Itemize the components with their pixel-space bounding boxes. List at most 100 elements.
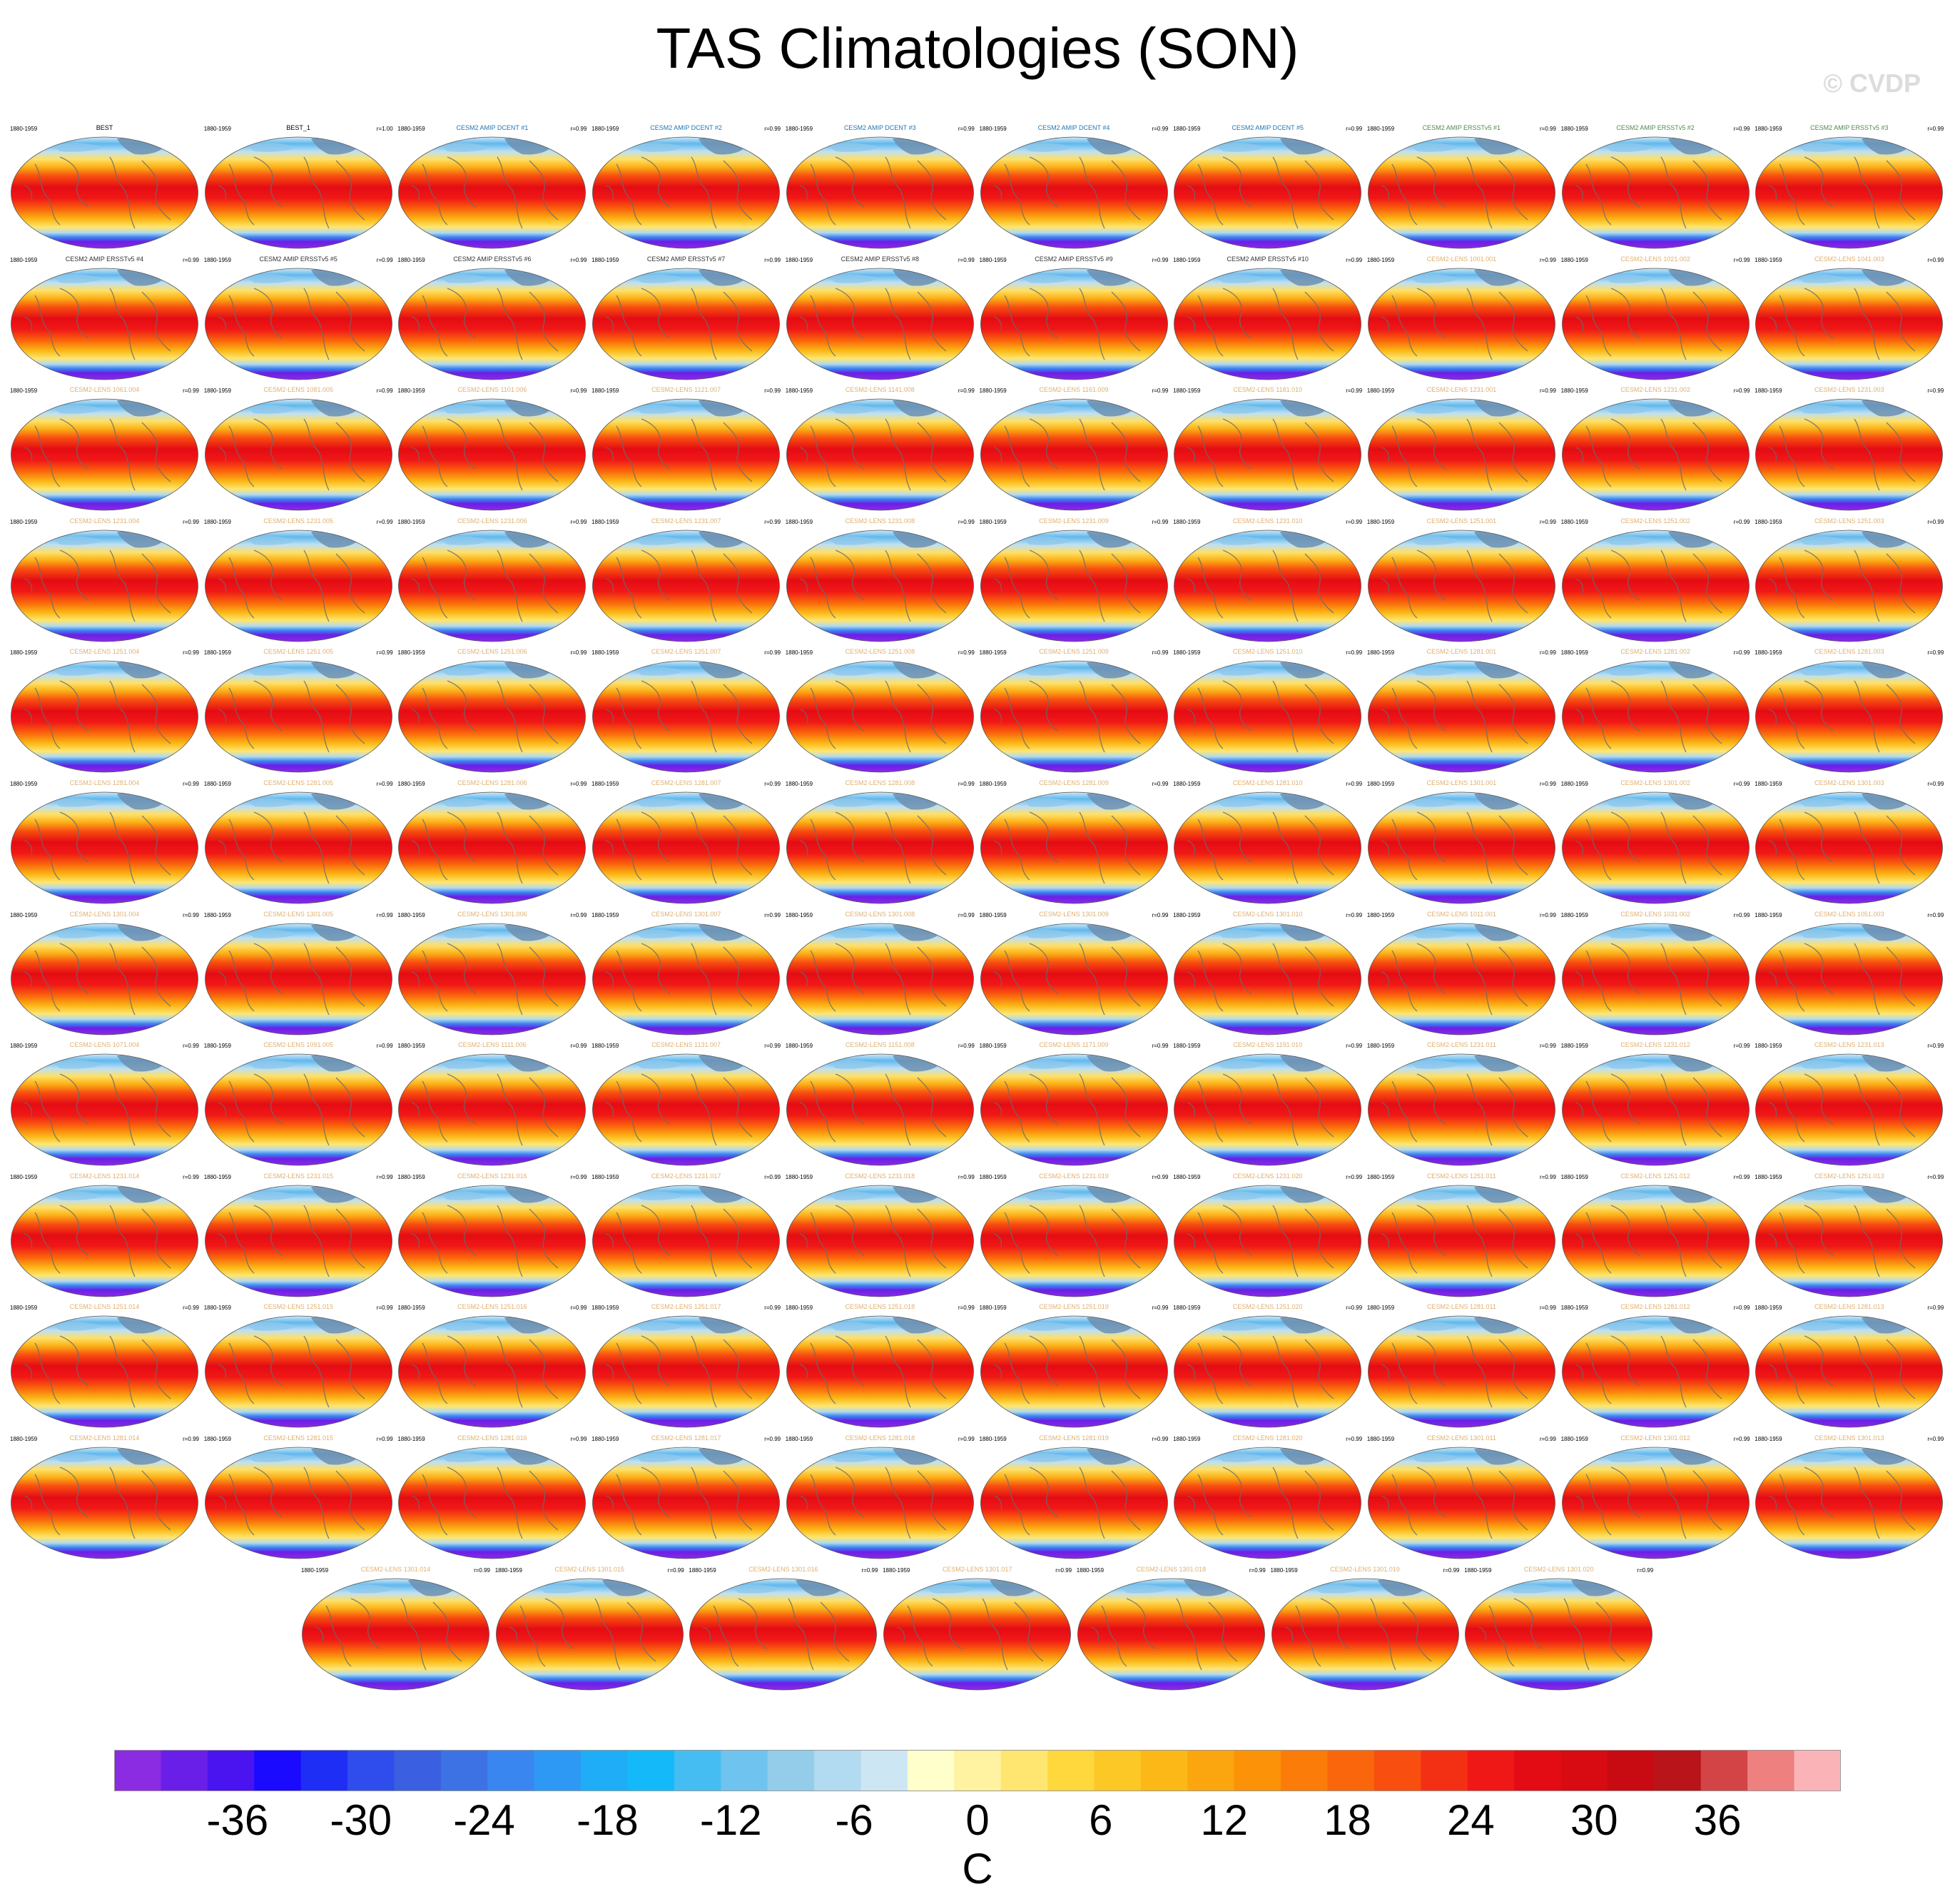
panel-title: CESM2-LENS 1251.019 — [1039, 1303, 1109, 1311]
panel-period-label: 1880-1959 — [1560, 1305, 1588, 1312]
panel-correlation-label: r=0.99 — [764, 1173, 781, 1180]
map-panel: 1880-1959 CESM2-LENS 1071.004 r=0.99 — [10, 1041, 199, 1175]
panel-correlation-label: r=0.99 — [1927, 518, 1944, 525]
climatology-map — [204, 1447, 392, 1559]
climatology-map — [980, 923, 1168, 1035]
panel-title: CESM2-LENS 1301.002 — [1620, 779, 1690, 786]
panel-title: CESM2-LENS 1111.006 — [458, 1041, 527, 1049]
map-panel: 1880-1959 CESM2-LENS 1231.011 r=0.99 — [1366, 1041, 1556, 1175]
panel-title: CESM2-LENS 1281.016 — [457, 1434, 527, 1442]
panel-title: CESM2-LENS 1081.005 — [263, 386, 333, 394]
panel-grid: 1880-1959 BEST 1880-1959 BEST_1 r=1.00 1880-1… — [10, 124, 1944, 1699]
map-panel: 1880-1959 CESM2-LENS 1231.012 r=0.99 — [1560, 1041, 1750, 1175]
panel-period-label: 1880-1959 — [1755, 1043, 1782, 1050]
panel-period-label: 1880-1959 — [494, 1566, 522, 1574]
map-panel: 1880-1959 CESM2-LENS 1281.002 r=0.99 — [1561, 648, 1750, 781]
panel-title: CESM2-LENS 1301.020 — [1523, 1565, 1594, 1573]
climatology-map — [398, 530, 586, 642]
panel-correlation-label: r=0.99 — [1152, 518, 1169, 525]
panel-correlation-label: r=0.99 — [376, 256, 393, 263]
panel-correlation-label: r=0.99 — [1346, 781, 1363, 787]
colorbar-swatch — [1607, 1750, 1655, 1791]
climatology-map — [592, 1315, 780, 1428]
map-panel: 1880-1959 CESM2-LENS 1081.005 r=0.99 — [203, 386, 393, 520]
panel-correlation-label: r=0.99 — [1346, 388, 1363, 395]
panel-correlation-label: r=0.99 — [1152, 1043, 1169, 1050]
map-panel: 1880-1959 CESM2-LENS 1301.020 r=0.99 — [1464, 1565, 1653, 1699]
map-panel: 1880-1959 CESM2-LENS 1251.018 r=0.99 — [786, 1303, 975, 1437]
map-panel: 1880-1959 BEST — [10, 124, 199, 258]
colorbar-swatch — [1234, 1750, 1281, 1791]
map-panel: 1880-1959 CESM2-LENS 1281.009 r=0.99 — [980, 779, 1169, 913]
climatology-map — [592, 1447, 780, 1559]
panel-period-label: 1880-1959 — [203, 388, 231, 395]
panel-correlation-label: r=0.99 — [667, 1566, 684, 1574]
colorbar-tick-label: -36 — [206, 1796, 269, 1844]
panel-title: CESM2-LENS 1031.002 — [1620, 910, 1690, 918]
panel-title: CESM2 AMIP ERSSTv5 #5 — [259, 255, 337, 263]
climatology-map — [1174, 268, 1362, 380]
panel-title: CESM2-LENS 1071.004 — [69, 1041, 140, 1049]
colorbar-swatch — [300, 1750, 348, 1791]
panel-correlation-label: r=0.99 — [1346, 649, 1363, 657]
climatology-map — [1465, 1578, 1653, 1690]
climatology-map — [398, 791, 586, 904]
colorbar — [114, 1750, 1841, 1791]
map-panel: 1880-1959 CESM2 AMIP DCENT #2 r=0.99 — [591, 124, 781, 258]
climatology-map — [1174, 923, 1362, 1035]
panel-period-label: 1880-1959 — [1755, 1436, 1782, 1442]
panel-correlation-label: r=0.99 — [376, 781, 393, 787]
panel-correlation-label: r=0.99 — [1055, 1566, 1072, 1574]
map-panel: 1880-1959 CESM2-LENS 1251.007 r=0.99 — [591, 648, 781, 781]
colorbar-tick-label: -6 — [835, 1796, 873, 1844]
panel-title: CESM2-LENS 1251.010 — [1232, 648, 1303, 656]
panel-correlation-label: r=0.99 — [1539, 126, 1556, 132]
panel-period-label: 1880-1959 — [1755, 1305, 1782, 1312]
map-panel: 1880-1959 CESM2-LENS 1281.003 r=0.99 — [1755, 648, 1944, 781]
panel-correlation-label: r=0.99 — [1733, 911, 1750, 918]
colorbar-swatch — [954, 1750, 1002, 1791]
map-panel: 1880-1959 CESM2-LENS 1251.001 r=0.99 — [1367, 517, 1556, 651]
panel-title: CESM2-LENS 1301.010 — [1232, 910, 1303, 918]
climatology-map — [980, 268, 1168, 380]
panel-correlation-label: r=0.99 — [1346, 256, 1363, 263]
panel-correlation-label: r=0.99 — [376, 1436, 393, 1442]
climatology-map — [786, 530, 974, 642]
panel-correlation-label: r=0.99 — [958, 256, 975, 263]
panel-period-label: 1880-1959 — [1755, 256, 1782, 263]
panel-correlation-label: r=0.99 — [1927, 649, 1944, 657]
panel-correlation-label: r=0.99 — [1733, 649, 1750, 657]
panel-title: CESM2-LENS 1281.014 — [69, 1434, 140, 1442]
colorbar-swatch — [1514, 1750, 1562, 1791]
map-panel: 1880-1959 CESM2-LENS 1301.008 r=0.99 — [786, 911, 975, 1044]
panel-title: CESM2-LENS 1251.003 — [1814, 517, 1884, 525]
colorbar-tick-label: -12 — [699, 1796, 762, 1844]
panel-title: CESM2-LENS 1231.017 — [651, 1172, 721, 1180]
panel-correlation-label: r=0.99 — [1539, 911, 1556, 918]
panel-period-label: 1880-1959 — [1560, 781, 1588, 787]
climatology-map — [1174, 1185, 1362, 1297]
panel-title: CESM2-LENS 1281.018 — [845, 1434, 915, 1442]
climatology-map — [1174, 398, 1362, 511]
panel-period-label: 1880-1959 — [203, 126, 231, 132]
map-panel: 1880-1959 CESM2-LENS 1101.006 r=0.99 — [397, 386, 586, 520]
panel-period-label: 1880-1959 — [1366, 1043, 1395, 1050]
panel-period-label: 1880-1959 — [1560, 1043, 1588, 1050]
colorbar-tick-label: -30 — [330, 1796, 392, 1844]
panel-title: CESM2-LENS 1301.017 — [942, 1565, 1012, 1573]
panel-title: CESM2-LENS 1231.004 — [69, 517, 140, 525]
climatology-map — [1755, 1053, 1944, 1166]
panel-correlation-label: r=0.99 — [764, 1043, 781, 1050]
panel-correlation-label: r=0.99 — [1539, 388, 1556, 395]
panel-period-label: 1880-1959 — [1755, 649, 1782, 657]
panel-period-label: 1880-1959 — [10, 518, 38, 525]
panel-correlation-label: r=0.99 — [1539, 1043, 1556, 1050]
panel-correlation-label: r=0.99 — [1443, 1566, 1460, 1574]
panel-correlation-label: r=0.99 — [1927, 256, 1944, 263]
climatology-map — [786, 1315, 974, 1428]
panel-title: CESM2-LENS 1301.006 — [457, 910, 527, 918]
climatology-map — [592, 268, 780, 380]
climatology-map — [786, 791, 974, 904]
map-panel: 1880-1959 CESM2-LENS 1251.004 r=0.99 — [10, 648, 199, 781]
panel-title: BEST_1 — [286, 124, 310, 131]
